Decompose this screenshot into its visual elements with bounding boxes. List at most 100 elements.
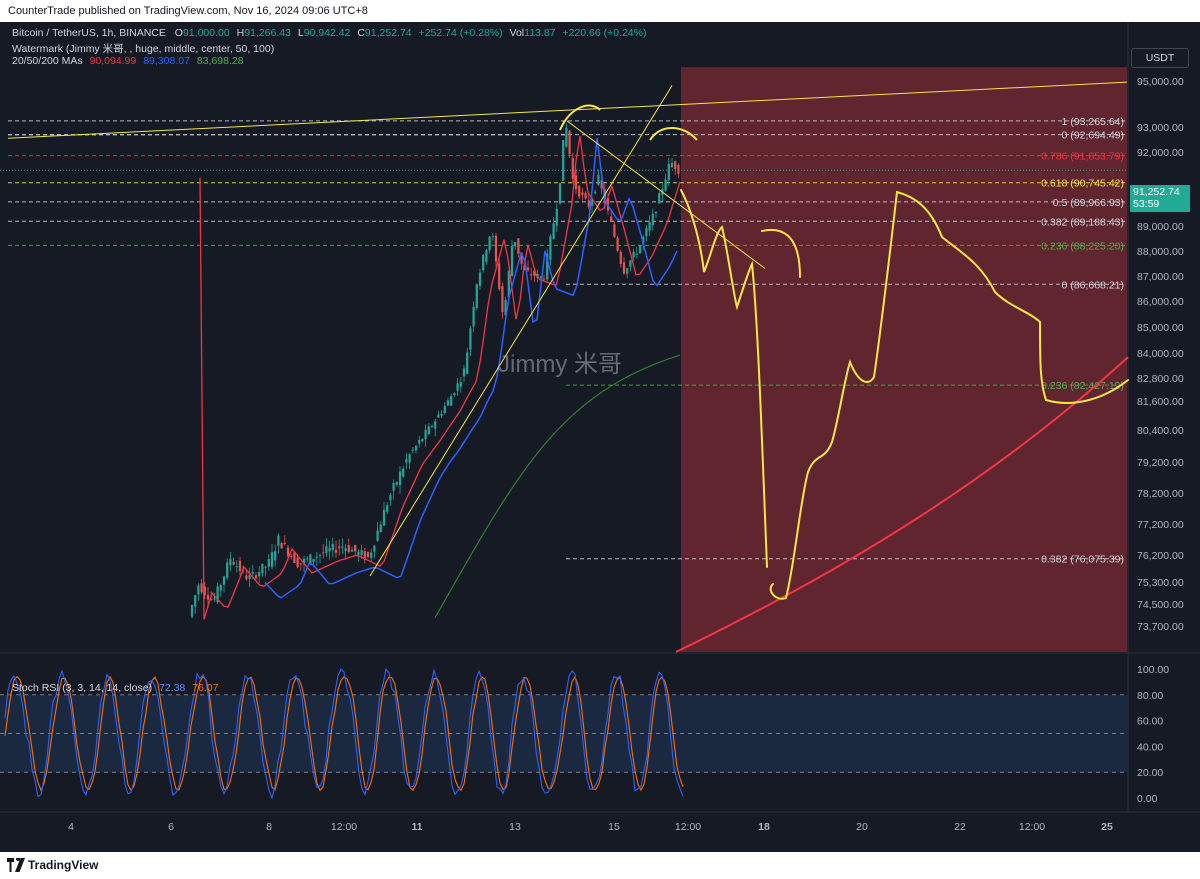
- watermark-indicator-legend[interactable]: Watermark (Jimmy 米哥, , huge, middle, cen…: [12, 41, 274, 56]
- price-tick-label: 82,800.00: [1137, 373, 1184, 385]
- chart-area[interactable]: 95,000.0093,000.0092,000.0090,000.0089,0…: [0, 22, 1200, 852]
- ma-legend[interactable]: 20/50/200 MAs 90,094.99 89,308.07 83,698…: [12, 55, 244, 67]
- candle-body: [379, 524, 382, 533]
- open-label: O: [174, 27, 183, 39]
- ma20-line: [199, 135, 681, 620]
- ma200-value: 83,698.28: [196, 55, 244, 67]
- symbol-name[interactable]: Bitcoin / TetherUS, 1h, BINANCE: [12, 27, 166, 39]
- candle-body: [366, 552, 370, 558]
- candle-body: [475, 284, 478, 308]
- candle-body: [382, 509, 386, 526]
- candle-body: [338, 546, 341, 549]
- stoch-label: Stoch RSI (3, 3, 14, 14, close): [12, 682, 153, 694]
- candle-body: [498, 263, 501, 290]
- currency-button[interactable]: USDT: [1131, 48, 1189, 68]
- candle-body: [251, 571, 254, 574]
- candle-body: [229, 559, 232, 566]
- candle-body: [299, 563, 302, 565]
- candle-body: [539, 276, 542, 278]
- candle-body: [350, 549, 354, 552]
- candle-body: [226, 562, 229, 578]
- time-tick-label: 20: [856, 821, 868, 833]
- stoch-tick-label: 80.00: [1137, 690, 1163, 702]
- candle-body: [398, 471, 402, 485]
- candle-body: [235, 566, 238, 568]
- stoch-tick-label: 60.00: [1137, 716, 1163, 728]
- last-price: 91,252.74: [1133, 186, 1180, 198]
- candle-body: [322, 552, 325, 554]
- high-value: 91,266.43: [244, 27, 291, 39]
- ma20-value: 90,094.99: [89, 55, 137, 67]
- candle-body: [306, 558, 309, 560]
- candle-body: [616, 237, 619, 251]
- candle-body: [571, 158, 574, 179]
- candle-body: [277, 535, 280, 546]
- candle-body: [408, 454, 411, 463]
- open-value: 91,000.00: [182, 27, 230, 39]
- candle-body: [347, 545, 350, 553]
- candle-body: [219, 584, 222, 591]
- candle-body: [510, 245, 514, 277]
- fib-level-label: 0.236 (82,427.19): [1041, 380, 1124, 392]
- candle-body: [462, 368, 466, 377]
- fib-level-label: 0 (92,694.49): [1062, 130, 1124, 142]
- candle-body: [651, 214, 654, 226]
- candle-body: [501, 285, 504, 313]
- time-tick-label: 12:00: [1019, 821, 1045, 833]
- low-value: 90,942.42: [303, 27, 351, 39]
- curve-support-line: [675, 356, 1129, 653]
- candle-body: [517, 238, 520, 254]
- candle-body: [546, 253, 549, 280]
- stoch-k-value: 72.38: [159, 682, 186, 694]
- candle-body: [190, 605, 194, 617]
- candle-body: [648, 222, 651, 231]
- price-tick-label: 77,200.00: [1137, 519, 1184, 531]
- candle-body: [456, 383, 459, 391]
- candle-body: [600, 180, 603, 189]
- stoch-d-line: [4, 675, 684, 792]
- fib-level-label: 0.382 (89,188.43): [1041, 216, 1124, 228]
- support-trendline: [369, 85, 673, 577]
- candle-body: [664, 179, 667, 191]
- candle-body: [587, 200, 590, 207]
- candle-body: [309, 554, 312, 565]
- ma-label: 20/50/200 MAs: [12, 55, 83, 67]
- price-tick-label: 86,000.00: [1137, 296, 1184, 308]
- watermark-text: Jimmy 米哥: [498, 351, 622, 378]
- candle-body: [392, 483, 395, 491]
- candle-body: [632, 251, 635, 258]
- candle-body: [386, 505, 389, 512]
- time-tick-label: 12:00: [331, 821, 357, 833]
- fib-level-label: 1 (93,265.64): [1062, 116, 1124, 128]
- candle-body: [232, 561, 235, 565]
- low-label: L: [297, 27, 304, 39]
- candle-body: [318, 554, 322, 556]
- candle-body: [584, 193, 587, 199]
- fib-level-label: 0 (86,668.21): [1062, 279, 1124, 291]
- candle-body: [482, 254, 485, 271]
- tradingview-brand[interactable]: TradingView: [28, 858, 99, 872]
- candle-body: [437, 414, 440, 418]
- candle-body: [565, 127, 568, 147]
- candle-body: [526, 267, 530, 271]
- price-tick-label: 79,200.00: [1137, 457, 1184, 469]
- stoch-legend[interactable]: Stoch RSI (3, 3, 14, 14, close) 72.38 76…: [12, 682, 218, 694]
- candle-body: [254, 575, 258, 579]
- ma50-value: 89,308.07: [143, 55, 190, 67]
- candle-body: [315, 556, 318, 558]
- candle-body: [274, 551, 277, 561]
- candle-body: [328, 548, 331, 552]
- candle-body: [200, 583, 203, 593]
- price-tick-label: 78,200.00: [1137, 488, 1184, 500]
- candle-body: [504, 299, 507, 315]
- candle-body: [206, 594, 210, 600]
- forecast-zone: [681, 67, 1127, 652]
- time-tick-label: 15: [608, 821, 620, 833]
- candle-body: [414, 445, 418, 451]
- candle-body: [443, 406, 446, 414]
- candle-body: [286, 547, 290, 557]
- price-tick-label: 88,000.00: [1137, 246, 1184, 258]
- tradingview-logo-icon[interactable]: [7, 858, 25, 872]
- high-label: H: [236, 27, 245, 39]
- price-chart[interactable]: 95,000.0093,000.0092,000.0090,000.0089,0…: [0, 22, 1200, 852]
